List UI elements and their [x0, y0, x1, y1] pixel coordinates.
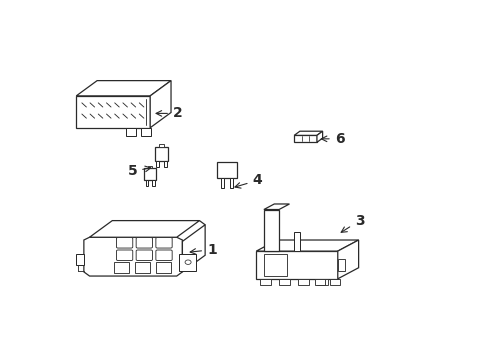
Polygon shape	[144, 168, 156, 180]
Polygon shape	[89, 221, 199, 237]
Polygon shape	[216, 162, 237, 177]
Polygon shape	[294, 135, 316, 142]
Polygon shape	[135, 262, 150, 273]
Text: 1: 1	[190, 243, 216, 257]
Polygon shape	[221, 177, 224, 188]
Polygon shape	[156, 161, 159, 167]
Polygon shape	[84, 237, 182, 276]
FancyBboxPatch shape	[136, 238, 152, 248]
Polygon shape	[159, 144, 163, 147]
Polygon shape	[337, 240, 358, 279]
Polygon shape	[145, 180, 148, 186]
Polygon shape	[155, 147, 168, 161]
FancyBboxPatch shape	[116, 238, 132, 248]
Polygon shape	[256, 251, 337, 279]
Polygon shape	[294, 131, 322, 135]
Polygon shape	[163, 161, 166, 167]
Polygon shape	[156, 262, 171, 273]
Polygon shape	[329, 279, 339, 285]
Polygon shape	[182, 225, 205, 272]
Text: 4: 4	[234, 174, 262, 188]
Polygon shape	[260, 279, 271, 285]
Polygon shape	[264, 210, 279, 251]
Polygon shape	[76, 81, 171, 96]
Polygon shape	[76, 254, 84, 265]
Polygon shape	[294, 232, 299, 251]
Text: 3: 3	[341, 213, 364, 232]
Polygon shape	[114, 262, 129, 273]
Polygon shape	[316, 131, 322, 142]
Polygon shape	[256, 240, 358, 251]
Text: 5: 5	[127, 164, 150, 178]
Polygon shape	[76, 96, 150, 128]
Polygon shape	[337, 260, 345, 270]
Polygon shape	[229, 177, 233, 188]
FancyBboxPatch shape	[156, 238, 172, 248]
Polygon shape	[150, 81, 171, 128]
Polygon shape	[264, 204, 289, 210]
Polygon shape	[178, 254, 195, 270]
Polygon shape	[264, 254, 286, 276]
Polygon shape	[141, 128, 151, 136]
Polygon shape	[297, 279, 309, 285]
FancyBboxPatch shape	[136, 250, 152, 261]
Polygon shape	[152, 180, 154, 186]
Polygon shape	[148, 166, 152, 168]
Polygon shape	[314, 279, 324, 285]
Text: 6: 6	[321, 132, 344, 146]
FancyBboxPatch shape	[156, 250, 172, 261]
Polygon shape	[125, 128, 136, 136]
FancyBboxPatch shape	[116, 250, 132, 261]
Polygon shape	[279, 279, 290, 285]
Polygon shape	[316, 279, 327, 285]
Text: 2: 2	[156, 107, 183, 120]
